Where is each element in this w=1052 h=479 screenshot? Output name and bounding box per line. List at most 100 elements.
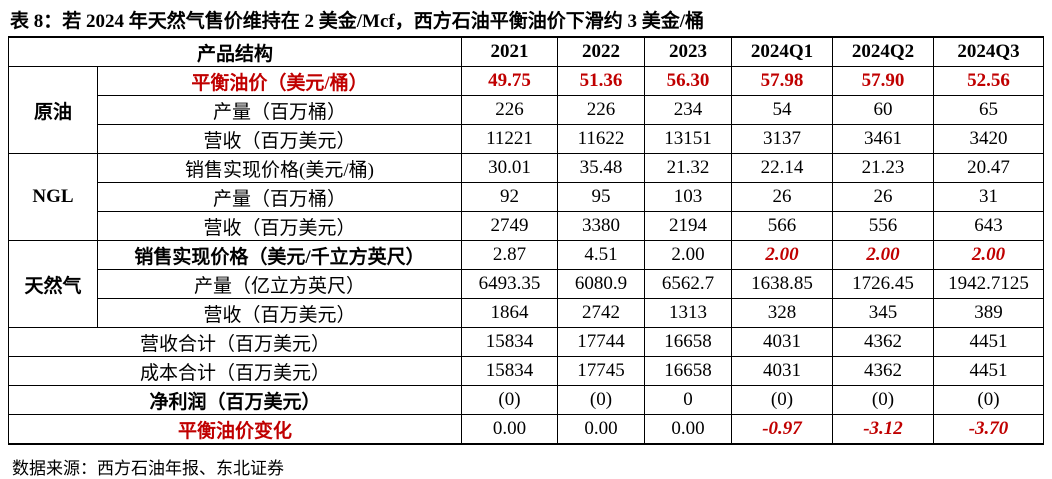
cell: 95 (557, 182, 645, 212)
header-cell: 2023 (644, 36, 732, 67)
cell: 17744 (557, 327, 645, 357)
cell: 57.98 (731, 66, 833, 96)
table-row: 平衡油价变化 0.00 0.00 0.00 -0.97 -3.12 -3.70 (8, 414, 1044, 445)
cell: 2742 (557, 298, 645, 328)
header-row: 产品结构 2021 2022 2023 2024Q1 2024Q2 2024Q3 (8, 36, 1044, 67)
cell: 566 (731, 211, 833, 241)
cell: 1864 (461, 298, 558, 328)
cell: 92 (461, 182, 558, 212)
cell: 6562.7 (644, 269, 732, 299)
cell: 4031 (731, 327, 833, 357)
cell: 226 (557, 95, 645, 125)
header-cell: 产品结构 (8, 36, 462, 67)
cell: 52.56 (933, 66, 1044, 96)
cell: 4031 (731, 356, 833, 386)
header-cell: 2024Q1 (731, 36, 833, 67)
source-note: 数据来源：西方石油年报、东北证券 (12, 459, 284, 478)
row-label: 营收（百万美元） (97, 211, 462, 241)
cell: 31 (933, 182, 1044, 212)
cell: 15834 (461, 327, 558, 357)
cell: 3380 (557, 211, 645, 241)
cell: 226 (461, 95, 558, 125)
cell: (0) (731, 385, 833, 415)
cell: 56.30 (644, 66, 732, 96)
cell: 328 (731, 298, 833, 328)
cell: 2194 (644, 211, 732, 241)
cell: 3461 (832, 124, 934, 154)
cell: (0) (832, 385, 934, 415)
cell: 11221 (461, 124, 558, 154)
table-row: 产量（百万桶） 226 226 234 54 60 65 (9, 95, 1044, 125)
row-label: 平衡油价变化 (8, 414, 462, 445)
cell: 234 (644, 95, 732, 125)
row-label: 营收合计（百万美元） (8, 327, 462, 357)
cell: 17745 (557, 356, 645, 386)
cell: 4.51 (557, 240, 645, 270)
cell: 4362 (832, 356, 934, 386)
table-title: 表 8：若 2024 年天然气售价维持在 2 美金/Mcf，西方石油平衡油价下滑… (10, 11, 705, 32)
header-cell: 2024Q3 (933, 36, 1044, 67)
table-row: 营收（百万美元） 1864 2742 1313 328 345 389 (9, 298, 1044, 328)
cell: 20.47 (933, 153, 1044, 183)
cell: 2.00 (933, 240, 1044, 270)
cell: (0) (933, 385, 1044, 415)
table-row: 原油 平衡油价（美元/桶） 49.75 51.36 56.30 57.98 57.90 52.… (8, 66, 1044, 154)
cell: 0 (644, 385, 732, 415)
header-cell: 2021 (461, 36, 558, 67)
cell: 0.00 (644, 414, 732, 445)
table-row: 成本合计（百万美元） 15834 17745 16658 4031 4362 4451 (8, 356, 1044, 386)
cell: 1942.7125 (933, 269, 1044, 299)
cell: 21.32 (644, 153, 732, 183)
row-label: 营收（百万美元） (97, 124, 462, 154)
cell: 556 (832, 211, 934, 241)
cell: 22.14 (731, 153, 833, 183)
cell: 2.87 (461, 240, 558, 270)
cell: 103 (644, 182, 732, 212)
cell: 13151 (644, 124, 732, 154)
cell: 6080.9 (557, 269, 645, 299)
group-label: 原油 (8, 66, 98, 154)
table-row: 天然气 销售实现价格（美元/千立方英尺） 2.87 4.51 2.00 2.00 2.00 2… (8, 240, 1044, 328)
cell: 26 (832, 182, 934, 212)
cell: 2749 (461, 211, 558, 241)
cell: 2.00 (731, 240, 833, 270)
cell: 0.00 (461, 414, 558, 445)
cell: 21.23 (832, 153, 934, 183)
cell: 51.36 (557, 66, 645, 96)
cell: -3.12 (832, 414, 934, 445)
group-label: NGL (8, 153, 98, 241)
cell: 4362 (832, 327, 934, 357)
cell: 16658 (644, 356, 732, 386)
header-cell: 2022 (557, 36, 645, 67)
cell: 3420 (933, 124, 1044, 154)
cell: 1313 (644, 298, 732, 328)
row-label: 平衡油价（美元/桶） (97, 66, 462, 96)
cell: 6493.35 (461, 269, 558, 299)
row-label: 产量（百万桶） (97, 95, 462, 125)
row-label: 净利润（百万美元） (8, 385, 462, 415)
table-row: 净利润（百万美元） (0) (0) 0 (0) (0) (0) (8, 385, 1044, 415)
cell: 30.01 (461, 153, 558, 183)
cell: 2.00 (644, 240, 732, 270)
cell: (0) (461, 385, 558, 415)
cell: 3137 (731, 124, 833, 154)
table-row: 营收（百万美元） 2749 3380 2194 566 556 643 (9, 211, 1044, 241)
row-label: 产量（亿立方英尺） (97, 269, 462, 299)
cell: 345 (832, 298, 934, 328)
cell: 26 (731, 182, 833, 212)
cell: 15834 (461, 356, 558, 386)
cell: 4451 (933, 327, 1044, 357)
row-label: 成本合计（百万美元） (8, 356, 462, 386)
cell: 4451 (933, 356, 1044, 386)
cell: (0) (557, 385, 645, 415)
cell: 1638.85 (731, 269, 833, 299)
cell: 16658 (644, 327, 732, 357)
table-row: NGL 销售实现价格(美元/桶) 30.01 35.48 21.32 22.14 21.23… (8, 153, 1044, 241)
row-label: 营收（百万美元） (97, 298, 462, 328)
cell: 0.00 (557, 414, 645, 445)
cell: 389 (933, 298, 1044, 328)
cell: 1726.45 (832, 269, 934, 299)
group-label: 天然气 (8, 240, 98, 328)
table-row: 营收（百万美元） 11221 11622 13151 3137 3461 3420 (9, 124, 1044, 154)
